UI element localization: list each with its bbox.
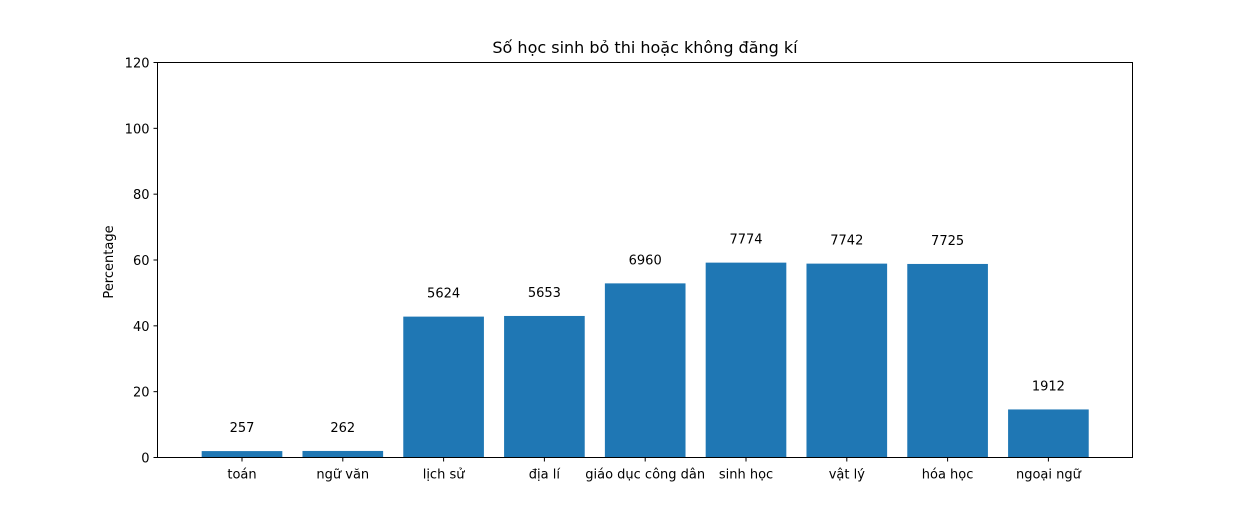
y-tick-label-4: 80 bbox=[133, 188, 150, 203]
bar-5 bbox=[705, 262, 787, 458]
bar-value-label-5: 7774 bbox=[729, 233, 762, 248]
y-tick-label-2: 40 bbox=[133, 320, 150, 335]
bar-7 bbox=[907, 263, 988, 458]
x-tick-label-5: sinh học bbox=[719, 468, 773, 483]
x-tick-label-1: ngữ văn bbox=[316, 468, 369, 483]
y-tick-label-5: 100 bbox=[125, 122, 150, 137]
x-tick-label-6: vật lý bbox=[829, 468, 866, 483]
y-tick-label-0: 0 bbox=[141, 452, 149, 467]
bar-value-label-7: 7725 bbox=[931, 234, 964, 249]
bar-value-label-6: 7742 bbox=[830, 234, 863, 249]
x-tick-label-8: ngoại ngữ bbox=[1016, 468, 1082, 483]
bar-value-label-3: 5653 bbox=[528, 286, 561, 301]
x-tick-label-3: địa lí bbox=[529, 468, 561, 483]
x-tick-label-7: hóa học bbox=[922, 468, 974, 483]
bar-value-labels: 257 262 5624 5653 6960 7774 7742 7725 1912 bbox=[230, 233, 1065, 436]
bar-value-label-1: 262 bbox=[330, 421, 355, 436]
bar-value-label-0: 257 bbox=[230, 421, 255, 436]
chart-title: Số học sinh bỏ thi hoặc không đăng kí bbox=[492, 38, 798, 57]
bar-3 bbox=[504, 315, 585, 458]
x-tick-label-0: toán bbox=[227, 468, 256, 483]
y-tick-label-3: 60 bbox=[133, 254, 150, 269]
y-tick-label-1: 20 bbox=[133, 386, 150, 401]
bar-4 bbox=[604, 283, 686, 458]
bar-value-label-2: 5624 bbox=[427, 287, 460, 302]
y-tick-label-6: 120 bbox=[125, 57, 150, 72]
bar-6 bbox=[806, 263, 888, 458]
x-tick-label-4: giáo dục công dân bbox=[585, 468, 705, 483]
bar-8 bbox=[1008, 409, 1089, 458]
y-axis-label: Percentage bbox=[102, 225, 117, 298]
bar-2 bbox=[403, 316, 484, 458]
bars-group bbox=[201, 262, 1089, 458]
bar-value-label-8: 1912 bbox=[1032, 379, 1065, 394]
bar-value-label-4: 6960 bbox=[629, 253, 662, 268]
bar-1 bbox=[302, 450, 384, 458]
x-tick-label-2: lịch sử bbox=[423, 468, 466, 483]
y-axis-ticks: 0 20 40 60 80 100 120 bbox=[125, 57, 158, 467]
plot-frame bbox=[157, 62, 1133, 458]
x-axis-ticks: toán ngữ văn lịch sử địa lí giáo dục công dâ… bbox=[227, 457, 1082, 483]
bar-0 bbox=[201, 451, 283, 458]
